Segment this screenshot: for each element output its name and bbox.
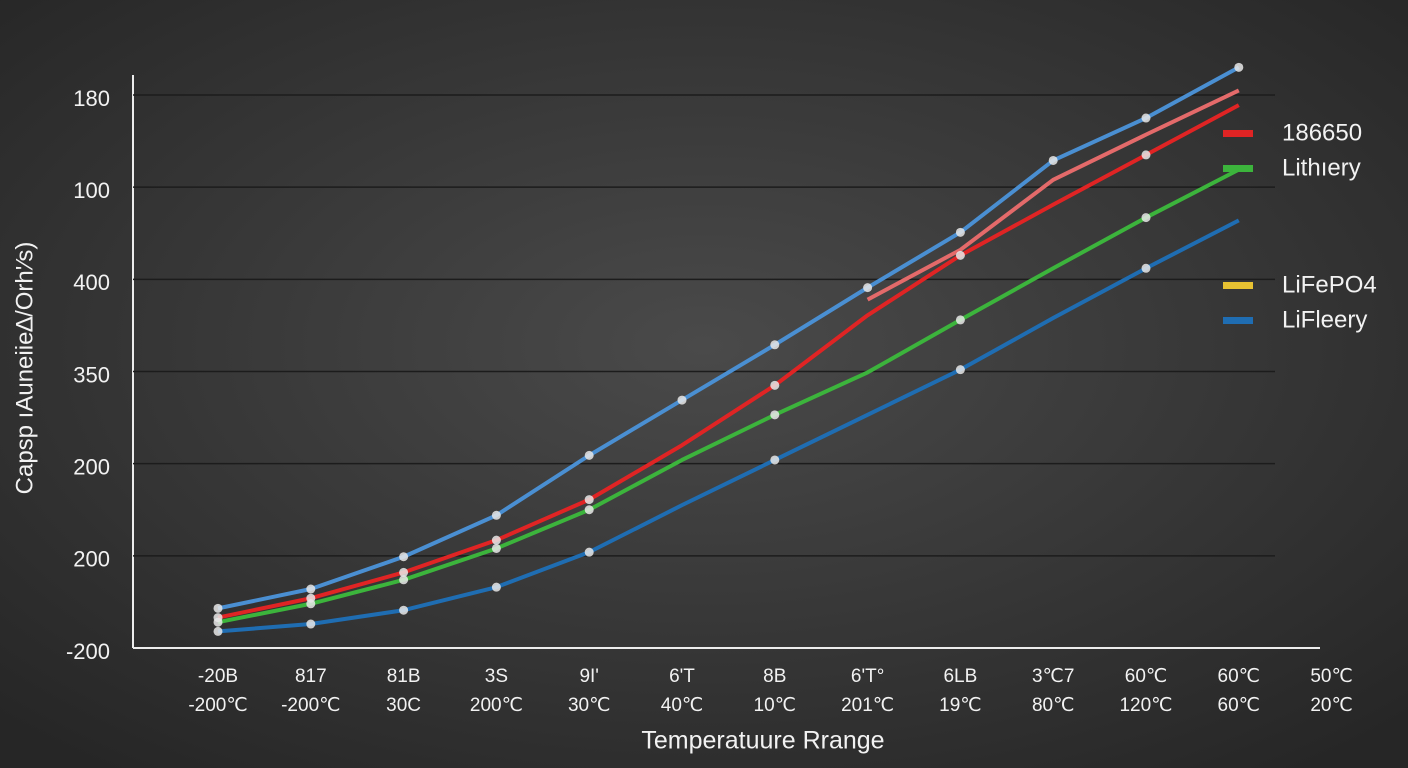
legend-label: LiFleery xyxy=(1282,306,1367,333)
y-tick-label: 400 xyxy=(73,270,110,295)
series-line xyxy=(217,103,1240,620)
x-tick-label: 3℃7 xyxy=(1032,666,1074,687)
x-tick-label: 40℃ xyxy=(661,695,703,716)
data-point xyxy=(1141,263,1151,273)
data-point xyxy=(213,603,223,613)
x-tick-label: 20℃ xyxy=(1310,695,1352,716)
data-point xyxy=(1141,213,1151,223)
x-tick-label: 3S xyxy=(485,666,508,687)
legend-label: 186650 xyxy=(1282,119,1362,146)
data-point xyxy=(955,227,965,237)
data-point xyxy=(955,315,965,325)
data-point xyxy=(1048,155,1058,165)
x-tick-label: 6LB xyxy=(943,666,977,687)
x-tick-label: 200℃ xyxy=(470,695,523,716)
data-point xyxy=(306,599,316,609)
x-tick-label: 120℃ xyxy=(1119,695,1172,716)
x-tick-label: 6'T° xyxy=(851,666,884,687)
y-axis-label: Capsp ıAuneiie∆/Orh'∕s) xyxy=(11,242,38,495)
x-tick-label: 9I' xyxy=(579,666,598,687)
data-point xyxy=(955,250,965,260)
data-point xyxy=(1141,150,1151,160)
x-tick-label: 8B xyxy=(763,666,786,687)
data-point xyxy=(399,575,409,585)
data-point xyxy=(399,605,409,615)
data-point xyxy=(491,543,501,553)
data-point xyxy=(399,552,409,562)
legend-label: Lithıery xyxy=(1282,154,1361,181)
series-line xyxy=(217,167,1240,625)
series-line xyxy=(866,88,1240,302)
data-point xyxy=(955,365,965,375)
x-tick-label: 817 xyxy=(295,666,327,687)
data-point xyxy=(770,455,780,465)
x-tick-label: 6'T xyxy=(669,666,695,687)
data-point xyxy=(863,283,873,293)
x-tick-label: -200℃ xyxy=(188,695,247,716)
x-tick-label: -200℃ xyxy=(281,695,340,716)
x-tick-label: 80℃ xyxy=(1032,695,1074,716)
x-tick-label: 50℃ xyxy=(1310,666,1352,687)
data-point xyxy=(1234,62,1244,72)
x-tick-label: 30℃ xyxy=(568,695,610,716)
data-point xyxy=(306,619,316,629)
x-tick-label: 10℃ xyxy=(754,695,796,716)
data-point xyxy=(399,567,409,577)
series-line xyxy=(217,218,1240,634)
data-point xyxy=(677,395,687,405)
data-point xyxy=(491,582,501,592)
x-axis-label: Temperatuure Rrange xyxy=(641,727,884,755)
data-point xyxy=(491,510,501,520)
x-tick-label: -20B xyxy=(198,666,238,687)
x-tick-label: 60℃ xyxy=(1125,666,1167,687)
legend-label: LiFePO4 xyxy=(1282,271,1377,298)
y-tick-label: 200 xyxy=(73,547,110,572)
y-tick-label: 180 xyxy=(73,86,110,111)
legend-marker xyxy=(1223,165,1253,172)
y-tick-label: 200 xyxy=(73,454,110,479)
data-point xyxy=(584,547,594,557)
x-tick-label: 201℃ xyxy=(841,695,894,716)
x-tick-label: 81B xyxy=(387,666,421,687)
x-tick-label: 60℃ xyxy=(1218,666,1260,687)
data-point xyxy=(584,505,594,515)
data-point xyxy=(584,450,594,460)
y-tick-label: 350 xyxy=(73,362,110,387)
data-point xyxy=(770,340,780,350)
x-tick-label: 60℃ xyxy=(1218,695,1260,716)
legend-marker xyxy=(1223,317,1253,324)
legend-marker xyxy=(1223,282,1253,289)
data-point xyxy=(491,535,501,545)
data-point xyxy=(1141,113,1151,123)
series-line xyxy=(217,65,1240,611)
legend-marker xyxy=(1223,130,1253,137)
x-tick-label: 19℃ xyxy=(939,695,981,716)
x-tick-label: 30C xyxy=(386,695,421,716)
data-point xyxy=(213,617,223,627)
data-point xyxy=(770,380,780,390)
data-point xyxy=(584,495,594,505)
data-point xyxy=(770,410,780,420)
y-tick-label: -200 xyxy=(66,639,110,664)
data-point xyxy=(213,626,223,636)
data-point xyxy=(306,584,316,594)
y-tick-label: 100 xyxy=(73,178,110,203)
